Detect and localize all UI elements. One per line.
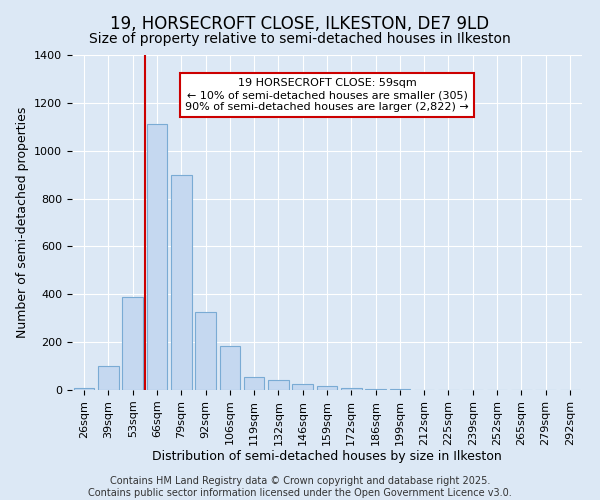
Bar: [122, 296, 143, 390]
Bar: [365, 389, 386, 390]
Bar: [171, 174, 191, 390]
Text: 19 HORSECROFT CLOSE: 59sqm
← 10% of semi-detached houses are smaller (305)
90% o: 19 HORSECROFT CLOSE: 59sqm ← 10% of semi…: [185, 78, 469, 112]
Bar: [292, 384, 313, 390]
Bar: [195, 312, 216, 390]
Bar: [98, 366, 119, 390]
Text: 19, HORSECROFT CLOSE, ILKESTON, DE7 9LD: 19, HORSECROFT CLOSE, ILKESTON, DE7 9LD: [110, 15, 490, 33]
Bar: [341, 388, 362, 390]
Bar: [244, 377, 265, 390]
Bar: [268, 380, 289, 390]
Y-axis label: Number of semi-detached properties: Number of semi-detached properties: [16, 107, 29, 338]
Bar: [220, 346, 240, 390]
Text: Contains HM Land Registry data © Crown copyright and database right 2025.
Contai: Contains HM Land Registry data © Crown c…: [88, 476, 512, 498]
Bar: [317, 386, 337, 390]
Bar: [146, 124, 167, 390]
Text: Size of property relative to semi-detached houses in Ilkeston: Size of property relative to semi-detach…: [89, 32, 511, 46]
X-axis label: Distribution of semi-detached houses by size in Ilkeston: Distribution of semi-detached houses by …: [152, 450, 502, 464]
Bar: [74, 388, 94, 390]
